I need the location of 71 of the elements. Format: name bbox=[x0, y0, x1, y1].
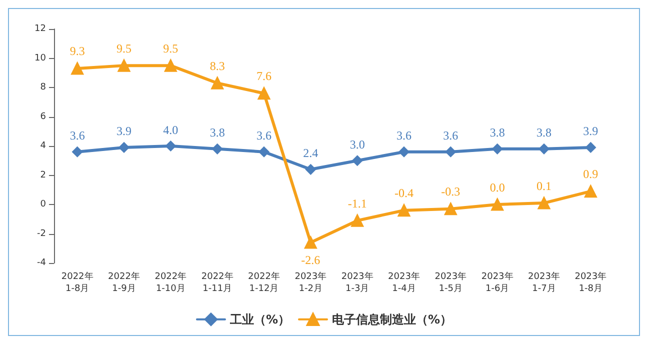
data-label: 8.3 bbox=[210, 58, 225, 73]
point bbox=[258, 87, 270, 100]
data-label: 9.5 bbox=[163, 41, 178, 56]
point bbox=[212, 144, 223, 154]
y-tick-label: -2 bbox=[37, 228, 46, 239]
data-label: 9.3 bbox=[70, 44, 85, 58]
x-tick-label: 2022年 1-12月 bbox=[248, 271, 280, 294]
point bbox=[538, 196, 550, 210]
data-label: -0.3 bbox=[441, 184, 460, 199]
data-label: 3.0 bbox=[350, 137, 365, 152]
point bbox=[258, 146, 270, 158]
x-tick-label: 2023年 1-7月 bbox=[528, 271, 560, 294]
data-label: 4.0 bbox=[163, 122, 178, 137]
x-tick-label: 2023年 1-3月 bbox=[341, 271, 374, 294]
x-tick-label: 2023年 1-2月 bbox=[294, 271, 327, 294]
point bbox=[445, 146, 456, 158]
data-label: -1.1 bbox=[348, 196, 367, 210]
data-label: 3.6 bbox=[70, 128, 85, 143]
x-tick-label: 2023年 1-5月 bbox=[434, 271, 467, 294]
point bbox=[444, 202, 457, 216]
data-label: 3.9 bbox=[583, 124, 598, 138]
y-tick-label: 0 bbox=[40, 200, 46, 210]
point bbox=[585, 142, 596, 153]
data-label: 3.8 bbox=[210, 126, 225, 140]
point bbox=[211, 76, 224, 90]
data-label: 3.6 bbox=[256, 128, 272, 143]
point bbox=[118, 142, 130, 153]
data-label: 3.6 bbox=[443, 128, 458, 143]
x-tick-label: 2023年 1-6月 bbox=[481, 271, 514, 294]
data-label: 7.6 bbox=[256, 69, 272, 84]
x-tick-label: 2022年 1-10月 bbox=[154, 271, 187, 294]
point bbox=[165, 140, 176, 152]
data-label: -2.6 bbox=[301, 252, 320, 267]
point bbox=[305, 164, 316, 175]
data-label: -0.4 bbox=[394, 186, 414, 200]
point bbox=[164, 59, 177, 72]
point bbox=[538, 144, 550, 154]
point bbox=[492, 144, 503, 154]
x-tick-label: 2023年 1-4月 bbox=[388, 271, 420, 294]
y-tick-label: 12 bbox=[34, 24, 46, 34]
point bbox=[398, 146, 410, 158]
point bbox=[584, 185, 597, 198]
x-tick-label: 2022年 1-9月 bbox=[108, 271, 140, 294]
legend-label: 电子信息制造业（%） bbox=[332, 312, 452, 326]
y-tick-label: 4 bbox=[40, 141, 46, 151]
data-label: 0.0 bbox=[490, 180, 505, 194]
point bbox=[304, 236, 317, 249]
point bbox=[72, 146, 83, 158]
x-tick-label: 2022年 1-11月 bbox=[201, 271, 234, 294]
data-label: 0.1 bbox=[536, 178, 552, 193]
data-label: 3.9 bbox=[116, 124, 132, 138]
data-label: 3.8 bbox=[536, 126, 552, 140]
y-tick-label: 8 bbox=[40, 82, 46, 92]
y-tick-label: 2 bbox=[40, 170, 46, 180]
data-label: 3.6 bbox=[396, 128, 412, 143]
y-tick-label: 6 bbox=[40, 112, 46, 122]
y-tick-label: 10 bbox=[34, 53, 46, 64]
point bbox=[351, 214, 364, 227]
data-label: 3.8 bbox=[490, 126, 505, 140]
data-label: 0.9 bbox=[583, 167, 598, 182]
legend-label: 工业（%） bbox=[228, 312, 290, 326]
data-label: 2.4 bbox=[303, 146, 318, 160]
point bbox=[491, 198, 504, 211]
y-tick-label: -4 bbox=[37, 258, 46, 268]
x-tick-label: 2022年 1-8月 bbox=[61, 271, 94, 294]
data-label: 9.5 bbox=[116, 41, 132, 56]
point bbox=[352, 155, 363, 166]
point bbox=[398, 204, 410, 217]
point bbox=[71, 62, 84, 75]
x-tick-label: 2023年 1-8月 bbox=[574, 271, 607, 294]
point bbox=[118, 59, 130, 72]
